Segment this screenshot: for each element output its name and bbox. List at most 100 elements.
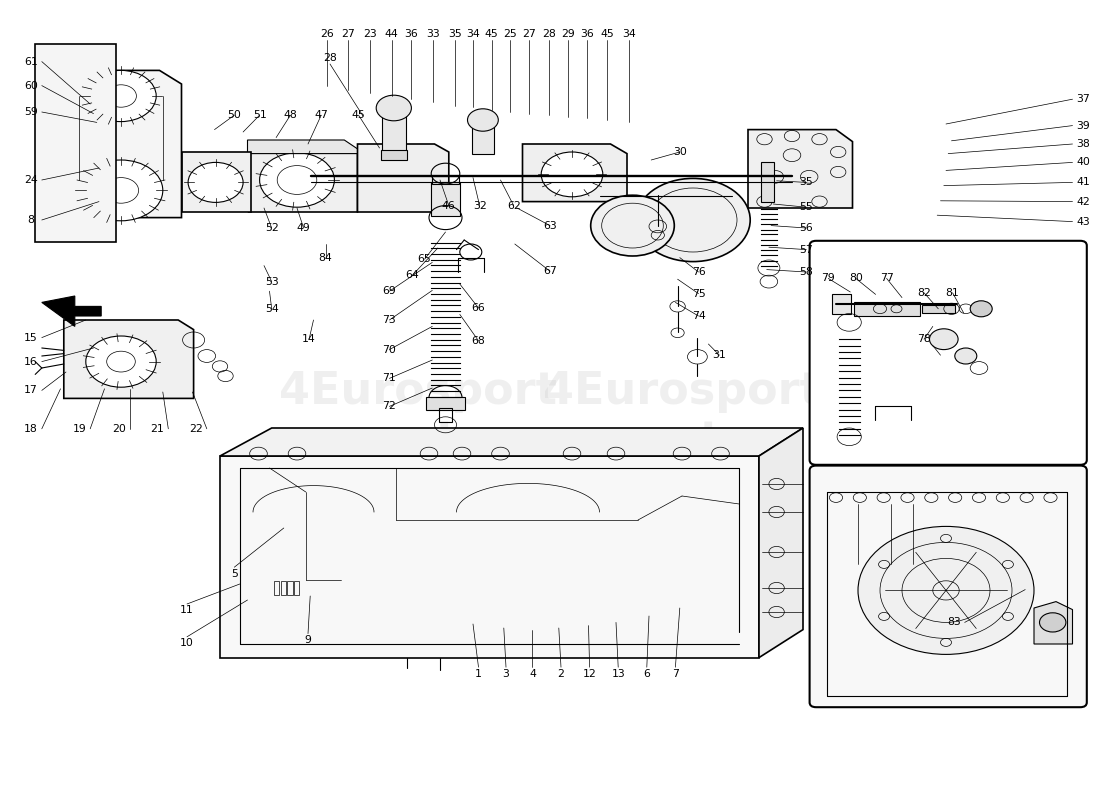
Text: 75: 75 xyxy=(692,289,705,298)
Text: 70: 70 xyxy=(383,345,396,354)
Bar xyxy=(274,581,279,595)
Polygon shape xyxy=(358,144,449,212)
Text: 28: 28 xyxy=(323,53,337,62)
Bar xyxy=(472,122,494,154)
Text: 4Eurosport
parts: 4Eurosport parts xyxy=(543,370,821,462)
Circle shape xyxy=(79,160,163,221)
Text: 5: 5 xyxy=(231,569,238,578)
Text: 34: 34 xyxy=(466,29,480,38)
Text: 4Eurosport
parts: 4Eurosport parts xyxy=(279,370,557,462)
Text: 30: 30 xyxy=(673,147,686,157)
Text: 16: 16 xyxy=(24,357,37,366)
Text: 47: 47 xyxy=(315,110,328,120)
Text: 21: 21 xyxy=(151,424,164,434)
Bar xyxy=(439,408,452,422)
Text: 35: 35 xyxy=(449,29,462,38)
Text: 48: 48 xyxy=(284,110,297,120)
FancyBboxPatch shape xyxy=(810,241,1087,465)
Text: 40: 40 xyxy=(1077,158,1090,167)
Polygon shape xyxy=(249,144,358,212)
Text: 23: 23 xyxy=(363,29,376,38)
Bar xyxy=(761,162,774,202)
Text: 6: 6 xyxy=(644,669,650,678)
Text: 80: 80 xyxy=(849,274,862,283)
Circle shape xyxy=(955,348,977,364)
Text: 36: 36 xyxy=(405,29,418,38)
Bar xyxy=(382,110,406,152)
Text: 36: 36 xyxy=(581,29,594,38)
Text: 45: 45 xyxy=(601,29,614,38)
Circle shape xyxy=(970,301,992,317)
Text: 60: 60 xyxy=(24,81,37,90)
Text: 57: 57 xyxy=(800,245,813,254)
Text: 11: 11 xyxy=(180,606,194,615)
Text: 33: 33 xyxy=(427,29,440,38)
Text: 49: 49 xyxy=(297,223,310,233)
Text: 76: 76 xyxy=(692,267,705,277)
Text: 26: 26 xyxy=(320,29,333,38)
Text: 18: 18 xyxy=(24,424,37,434)
Text: 29: 29 xyxy=(561,29,574,38)
Bar xyxy=(432,176,459,184)
Text: 41: 41 xyxy=(1077,178,1090,187)
Text: 25: 25 xyxy=(504,29,517,38)
Text: 55: 55 xyxy=(800,202,813,212)
Text: 2: 2 xyxy=(558,669,564,678)
Bar xyxy=(280,581,286,595)
Circle shape xyxy=(468,109,498,131)
Text: 39: 39 xyxy=(1077,121,1090,130)
Text: 51: 51 xyxy=(253,110,266,120)
Text: 66: 66 xyxy=(472,303,485,313)
Text: 42: 42 xyxy=(1077,197,1090,206)
Circle shape xyxy=(188,162,243,202)
Circle shape xyxy=(86,336,156,387)
Text: 53: 53 xyxy=(265,277,278,286)
Polygon shape xyxy=(35,44,116,242)
Text: 50: 50 xyxy=(228,110,241,120)
Text: 63: 63 xyxy=(543,221,557,230)
Circle shape xyxy=(260,153,334,207)
Circle shape xyxy=(930,329,958,350)
Text: 56: 56 xyxy=(800,223,813,233)
Circle shape xyxy=(1040,613,1066,632)
Text: 19: 19 xyxy=(73,424,86,434)
Text: 73: 73 xyxy=(383,315,396,325)
Polygon shape xyxy=(759,428,803,658)
Text: 10: 10 xyxy=(180,638,194,648)
Text: 79: 79 xyxy=(822,274,835,283)
Polygon shape xyxy=(1034,602,1072,644)
Circle shape xyxy=(636,178,750,262)
Polygon shape xyxy=(748,130,852,208)
Polygon shape xyxy=(522,144,627,202)
Text: 24: 24 xyxy=(24,175,37,185)
Polygon shape xyxy=(72,70,182,218)
Text: 15: 15 xyxy=(24,333,37,342)
Polygon shape xyxy=(182,152,251,212)
Text: 20: 20 xyxy=(112,424,125,434)
Text: 38: 38 xyxy=(1077,139,1090,149)
Text: 81: 81 xyxy=(946,288,959,298)
Text: 9: 9 xyxy=(305,635,311,645)
Text: 45: 45 xyxy=(485,29,498,38)
Text: 68: 68 xyxy=(472,336,485,346)
Bar xyxy=(294,581,299,595)
Text: 43: 43 xyxy=(1077,217,1090,226)
Text: 27: 27 xyxy=(341,29,354,38)
Bar xyxy=(287,581,293,595)
Text: 45: 45 xyxy=(352,110,365,120)
Text: 46: 46 xyxy=(442,201,455,210)
Text: 82: 82 xyxy=(917,288,931,298)
Text: 62: 62 xyxy=(507,201,520,210)
Text: 71: 71 xyxy=(383,374,396,383)
Text: 52: 52 xyxy=(265,223,278,233)
Circle shape xyxy=(86,70,156,122)
Bar xyxy=(431,182,460,216)
Circle shape xyxy=(858,526,1034,654)
Text: 44: 44 xyxy=(385,29,398,38)
Circle shape xyxy=(541,152,603,197)
Polygon shape xyxy=(220,428,803,456)
Bar xyxy=(426,397,465,410)
Text: 78: 78 xyxy=(917,334,931,344)
Text: 3: 3 xyxy=(503,669,509,678)
Circle shape xyxy=(376,95,411,121)
